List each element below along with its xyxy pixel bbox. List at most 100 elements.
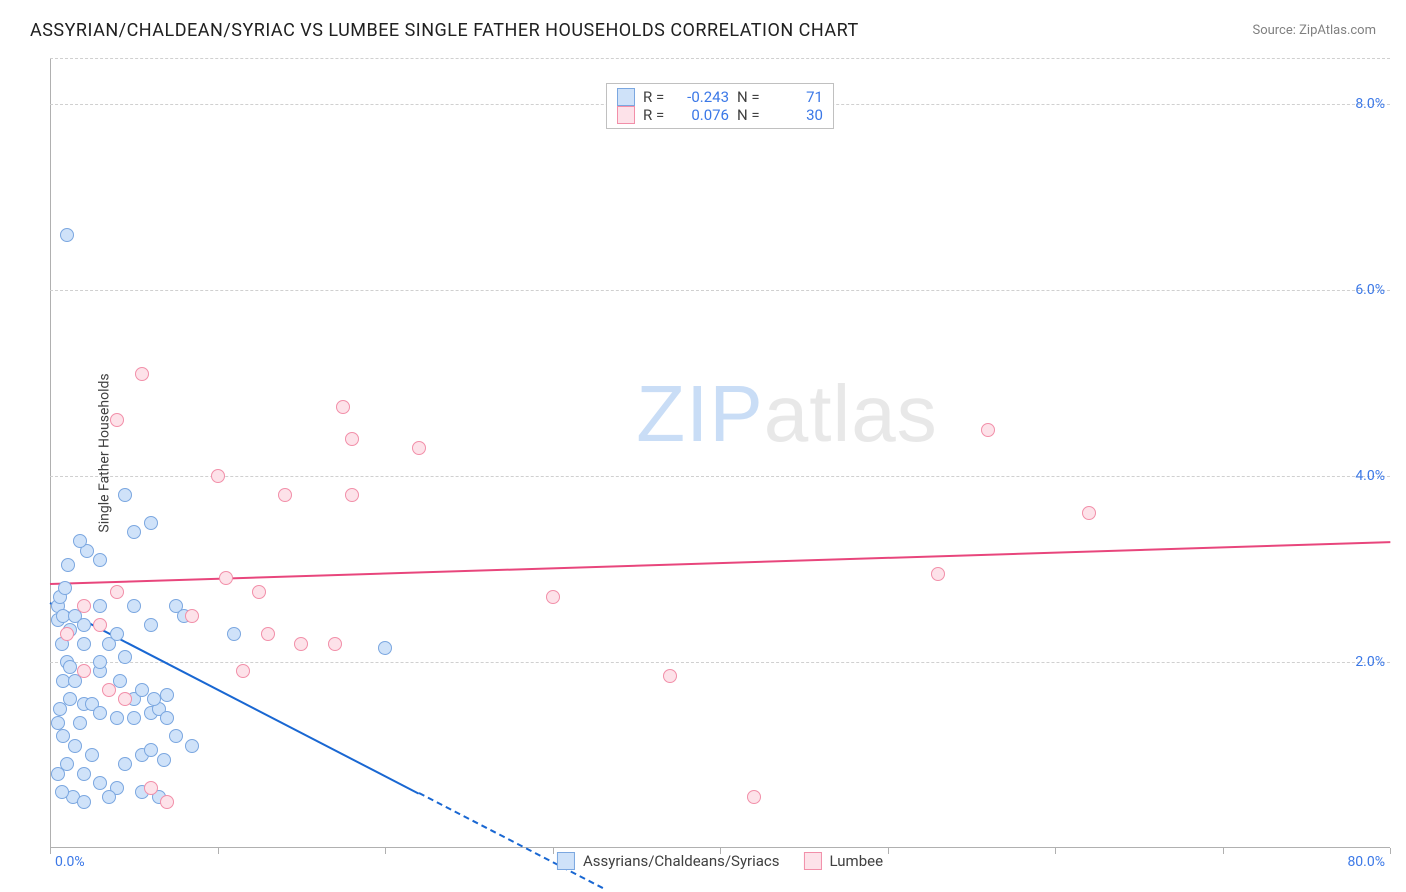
- data-point: [185, 739, 199, 753]
- data-point: [135, 367, 149, 381]
- gridline: [50, 290, 1390, 291]
- data-point: [328, 637, 342, 651]
- data-point: [60, 228, 74, 242]
- x-tick-mark: [888, 848, 889, 854]
- data-point: [60, 627, 74, 641]
- trend-line: [50, 541, 1390, 585]
- legend-label-b: Lumbee: [830, 852, 884, 870]
- data-point: [102, 683, 116, 697]
- data-point: [227, 627, 241, 641]
- n-label-b: N =: [737, 106, 765, 124]
- data-point: [77, 767, 91, 781]
- x-tick-mark: [50, 848, 51, 854]
- legend-item-b: Lumbee: [804, 852, 884, 870]
- data-point: [294, 637, 308, 651]
- data-point: [345, 432, 359, 446]
- stats-row-b: R = 0.076 N = 30: [617, 106, 823, 124]
- data-point: [93, 599, 107, 613]
- chart-area: Single Father Households ZIPatlas 2.0%4.…: [50, 58, 1390, 848]
- x-tick-mark: [1390, 848, 1391, 854]
- data-point: [147, 692, 161, 706]
- gridline: [50, 476, 1390, 477]
- x-tick-mark: [218, 848, 219, 854]
- data-point: [55, 785, 69, 799]
- data-point: [110, 627, 124, 641]
- data-point: [93, 553, 107, 567]
- data-point: [118, 692, 132, 706]
- data-point: [211, 469, 225, 483]
- swatch-series-b: [617, 106, 635, 124]
- x-tick-max: 80.0%: [1347, 854, 1385, 870]
- r-value-b: 0.076: [679, 106, 729, 124]
- data-point: [51, 716, 65, 730]
- data-point: [73, 716, 87, 730]
- data-point: [63, 660, 77, 674]
- data-point: [93, 618, 107, 632]
- data-point: [51, 767, 65, 781]
- data-point: [68, 739, 82, 753]
- data-point: [261, 627, 275, 641]
- data-point: [663, 669, 677, 683]
- data-point: [981, 423, 995, 437]
- data-point: [278, 488, 292, 502]
- data-point: [252, 585, 266, 599]
- x-tick-min: 0.0%: [55, 854, 85, 870]
- y-tick-label: 6.0%: [1355, 282, 1385, 298]
- n-value-b: 30: [773, 106, 823, 124]
- x-tick-mark: [1223, 848, 1224, 854]
- data-point: [336, 400, 350, 414]
- plot-area: 2.0%4.0%6.0%8.0%: [50, 58, 1390, 848]
- gridline: [50, 662, 1390, 663]
- data-point: [412, 441, 426, 455]
- data-point: [118, 650, 132, 664]
- data-point: [110, 413, 124, 427]
- data-point: [118, 757, 132, 771]
- data-point: [77, 795, 91, 809]
- data-point: [102, 790, 116, 804]
- data-point: [56, 729, 70, 743]
- data-point: [93, 655, 107, 669]
- data-point: [85, 748, 99, 762]
- data-point: [77, 664, 91, 678]
- chart-title: ASSYRIAN/CHALDEAN/SYRIAC VS LUMBEE SINGL…: [30, 20, 859, 41]
- data-point: [63, 692, 77, 706]
- data-point: [73, 534, 87, 548]
- r-label-b: R =: [643, 106, 671, 124]
- data-point: [77, 637, 91, 651]
- data-point: [157, 753, 171, 767]
- data-point: [77, 599, 91, 613]
- x-tick-mark: [1055, 848, 1056, 854]
- data-point: [93, 706, 107, 720]
- data-point: [113, 674, 127, 688]
- source-label: Source: ZipAtlas.com: [1252, 23, 1376, 38]
- data-point: [58, 581, 72, 595]
- data-point: [185, 609, 199, 623]
- stats-row-a: R = -0.243 N = 71: [617, 88, 823, 106]
- x-tick-mark: [553, 848, 554, 854]
- data-point: [160, 688, 174, 702]
- legend-label-a: Assyrians/Chaldeans/Syriacs: [583, 852, 780, 870]
- n-value-a: 71: [773, 88, 823, 106]
- data-point: [378, 641, 392, 655]
- data-point: [110, 711, 124, 725]
- data-point: [160, 711, 174, 725]
- data-point: [345, 488, 359, 502]
- n-label: N =: [737, 88, 765, 106]
- data-point: [61, 558, 75, 572]
- y-axis-line: [50, 58, 51, 848]
- data-point: [127, 599, 141, 613]
- gridline: [50, 58, 1390, 59]
- data-point: [236, 664, 250, 678]
- data-point: [110, 585, 124, 599]
- trend-line: [418, 792, 603, 889]
- y-tick-label: 8.0%: [1355, 96, 1385, 112]
- data-point: [169, 729, 183, 743]
- data-point: [546, 590, 560, 604]
- data-point: [144, 781, 158, 795]
- data-point: [747, 790, 761, 804]
- data-point: [93, 776, 107, 790]
- y-tick-label: 4.0%: [1355, 468, 1385, 484]
- stats-legend: R = -0.243 N = 71 R = 0.076 N = 30: [606, 83, 834, 129]
- r-label: R =: [643, 88, 671, 106]
- bottom-legend: Assyrians/Chaldeans/Syriacs Lumbee: [557, 852, 883, 870]
